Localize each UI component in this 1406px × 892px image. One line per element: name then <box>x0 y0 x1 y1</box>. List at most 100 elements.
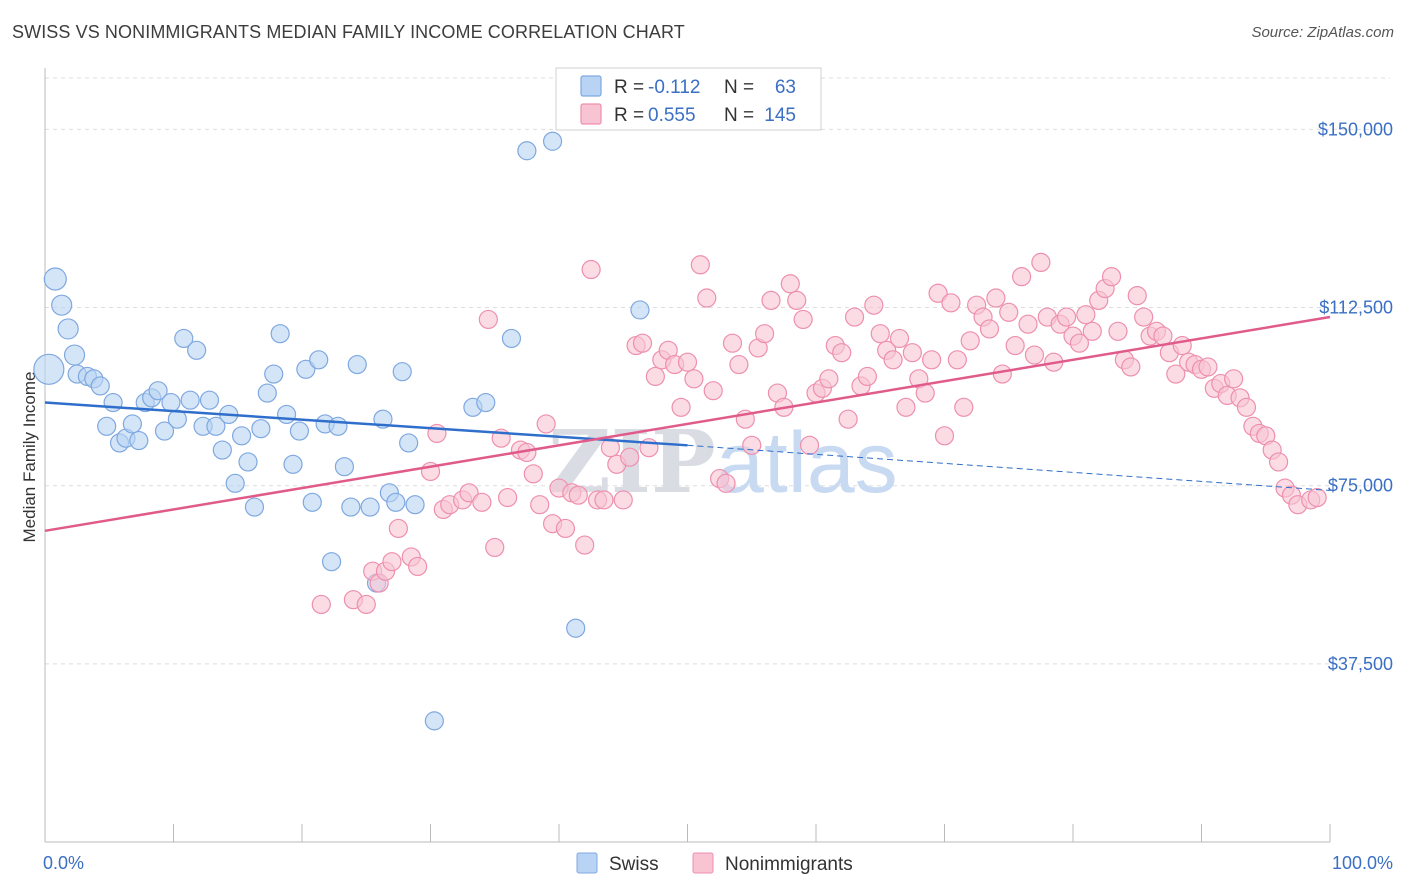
swiss-point <box>238 452 258 472</box>
nonimmigrant-point <box>934 426 955 446</box>
nonimmigrant-point <box>787 290 807 311</box>
swiss-point <box>270 324 290 344</box>
nonimmigrant-point <box>1236 397 1257 417</box>
nonimmigrant-point <box>632 333 653 353</box>
swiss-point <box>63 344 86 366</box>
swiss-point <box>264 364 284 384</box>
nonimmigrant-point <box>947 350 967 370</box>
legend: R = -0.112 N = 63 R = 0.555 N = 145 <box>555 67 822 131</box>
nonimmigrant-point <box>1134 307 1154 327</box>
swiss-point <box>212 440 232 460</box>
nonimmigrant-point <box>645 366 665 387</box>
nonimmigrant-point <box>530 495 550 515</box>
legend-r-value: -0.112 <box>648 77 700 98</box>
swiss-trend-extension <box>687 444 1331 491</box>
swiss-point <box>309 350 329 370</box>
y-tick-label: $150,000 <box>1318 119 1393 139</box>
nonimmigrant-point <box>896 397 916 417</box>
nonimmigrant-point <box>408 556 428 577</box>
legend-n-value: 145 <box>764 105 796 126</box>
y-tick-label: $112,500 <box>1319 298 1393 318</box>
nonimmigrant-point <box>1172 335 1192 356</box>
legend-swatch <box>580 103 602 125</box>
swiss-trend-line <box>44 401 688 447</box>
nonimmigrant-point <box>594 490 614 510</box>
y-tick-label: $75,000 <box>1328 476 1393 496</box>
nonimmigrant-point <box>742 435 762 455</box>
nonimmigrant-point <box>857 366 878 387</box>
nonimmigrant-point <box>1198 357 1218 377</box>
nonimmigrant-point <box>677 352 698 372</box>
nonimmigrant-point <box>703 381 723 401</box>
nonimmigrant-point <box>684 369 704 389</box>
swiss-point <box>251 419 271 439</box>
swiss-point <box>103 392 123 413</box>
swiss-point <box>206 416 226 436</box>
nonimmigrant-point <box>844 307 865 327</box>
nonimmigrant-point <box>986 288 1006 308</box>
nonimmigrant-point <box>922 350 942 370</box>
swiss-point <box>347 354 367 375</box>
nonimmigrant-point <box>1166 364 1186 384</box>
swiss-point <box>225 473 245 493</box>
nonimmigrant-point <box>960 331 980 351</box>
y-axis-label: Median Family Income <box>20 371 39 542</box>
swiss-point <box>276 404 297 425</box>
x-tick-label: 0.0% <box>43 853 84 873</box>
swiss-point <box>386 492 406 512</box>
nonimmigrant-point <box>864 295 884 315</box>
nonimmigrant-point <box>722 333 743 353</box>
nonimmigrant-point <box>620 447 640 467</box>
nonimmigrant-point <box>1127 286 1147 306</box>
nonimmigrant-point <box>485 537 505 558</box>
legend-n-value: 63 <box>775 77 796 98</box>
nonimmigrant-point <box>799 435 820 455</box>
nonimmigrant-point <box>498 487 518 508</box>
nonimmigrant-point <box>613 490 633 510</box>
swiss-point <box>174 328 194 349</box>
legend-n-label: N = <box>724 77 754 98</box>
nonimmigrant-point <box>523 464 543 484</box>
nonimmigrant-point <box>941 293 961 313</box>
swiss-point <box>257 383 277 403</box>
swiss-point <box>399 433 419 453</box>
axes: $37,500 $75,000 $112,500 $150,000 0.0% 100.0%… <box>20 68 1393 873</box>
nonimmigrant-point <box>478 309 498 330</box>
nonimmigrant-point <box>1056 307 1077 327</box>
nonimmigrant-point <box>1076 305 1096 325</box>
nonimmigrant-point <box>883 350 903 370</box>
nonimmigrant-point <box>1121 357 1141 377</box>
bottom-legend: Swiss Nonimmigrants <box>576 852 853 875</box>
nonimmigrant-point <box>1307 487 1327 508</box>
nonimmigrant-point <box>754 324 775 344</box>
swiss-point <box>630 300 650 320</box>
legend-r-label: R = <box>614 105 644 126</box>
nonimmigrant-point <box>915 383 935 403</box>
nonimmigrant-point <box>382 552 402 572</box>
nonimmigrant-point <box>729 354 749 375</box>
nonimmigrant-point <box>780 274 800 294</box>
swiss-point <box>122 414 142 434</box>
swiss-point <box>321 552 342 572</box>
swiss-point <box>90 376 110 396</box>
nonimmigrant-point <box>902 343 922 363</box>
swiss-point <box>187 340 207 360</box>
nonimmigrant-point <box>311 594 331 615</box>
nonimmigrant-point <box>832 343 852 363</box>
nonimmigrant-point <box>697 288 717 308</box>
nonimmigrant-point <box>889 328 910 349</box>
nonimmigrant-point <box>581 259 601 280</box>
bottom-legend-swatch-nonimmigrants <box>692 852 714 874</box>
swiss-point <box>476 392 496 413</box>
swiss-point <box>334 457 355 477</box>
swiss-point <box>424 711 444 731</box>
nonimmigrant-point <box>388 518 408 539</box>
swiss-point <box>244 497 265 517</box>
nonimmigrant-point <box>928 283 948 303</box>
bottom-legend-label-swiss: Swiss <box>609 854 659 875</box>
nonimmigrant-point <box>459 483 479 503</box>
legend-r-label: R = <box>614 77 644 98</box>
nonimmigrant-point <box>870 324 890 344</box>
swiss-point <box>148 381 168 401</box>
swiss-point <box>232 426 252 446</box>
